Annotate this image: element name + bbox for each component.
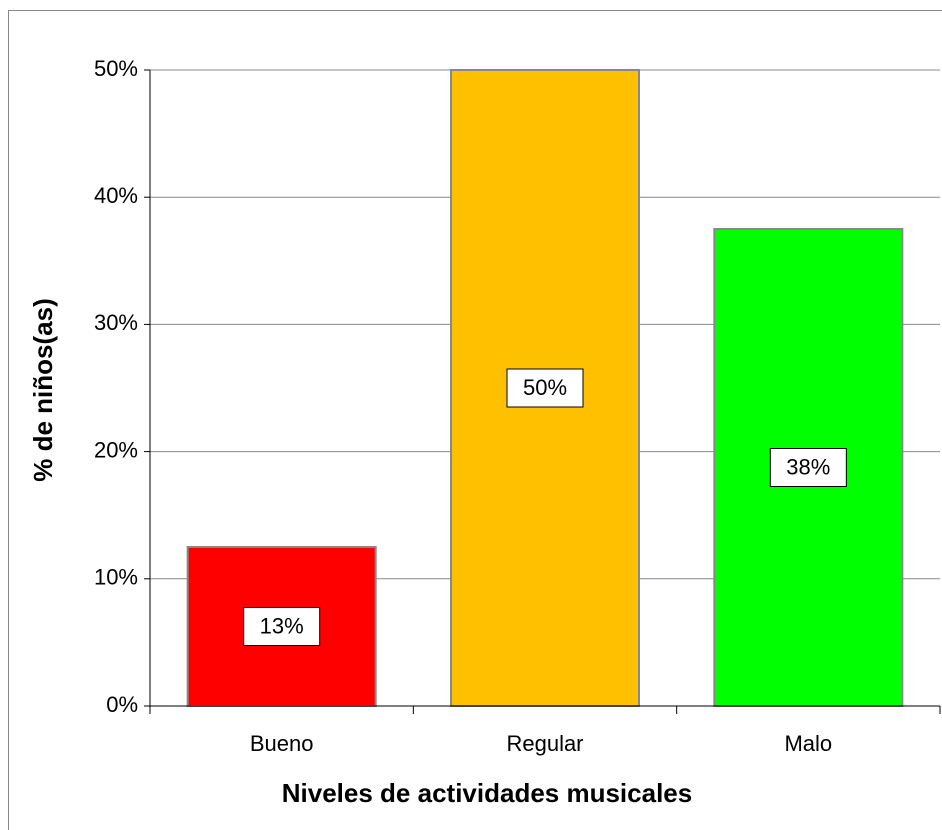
y-tick-label: 0% bbox=[106, 692, 138, 717]
x-tick-label: Malo bbox=[784, 731, 832, 756]
y-tick-label: 30% bbox=[94, 310, 138, 335]
data-label: 50% bbox=[523, 375, 567, 400]
data-label-box bbox=[506, 368, 584, 408]
x-tick-label: Regular bbox=[506, 731, 583, 756]
y-tick-label: 50% bbox=[94, 56, 138, 81]
y-axis-title: % de niños(as) bbox=[28, 298, 58, 481]
y-tick-label: 40% bbox=[94, 183, 138, 208]
data-label-box bbox=[243, 607, 321, 646]
data-label-box bbox=[769, 448, 847, 487]
data-label: 38% bbox=[786, 454, 830, 479]
y-tick-label: 10% bbox=[94, 565, 138, 590]
x-axis-title: Niveles de actividades musicales bbox=[282, 778, 692, 808]
bar bbox=[186, 546, 377, 707]
data-label: 13% bbox=[260, 613, 304, 638]
x-tick-label: Bueno bbox=[250, 731, 314, 756]
y-tick-label: 20% bbox=[94, 437, 138, 462]
